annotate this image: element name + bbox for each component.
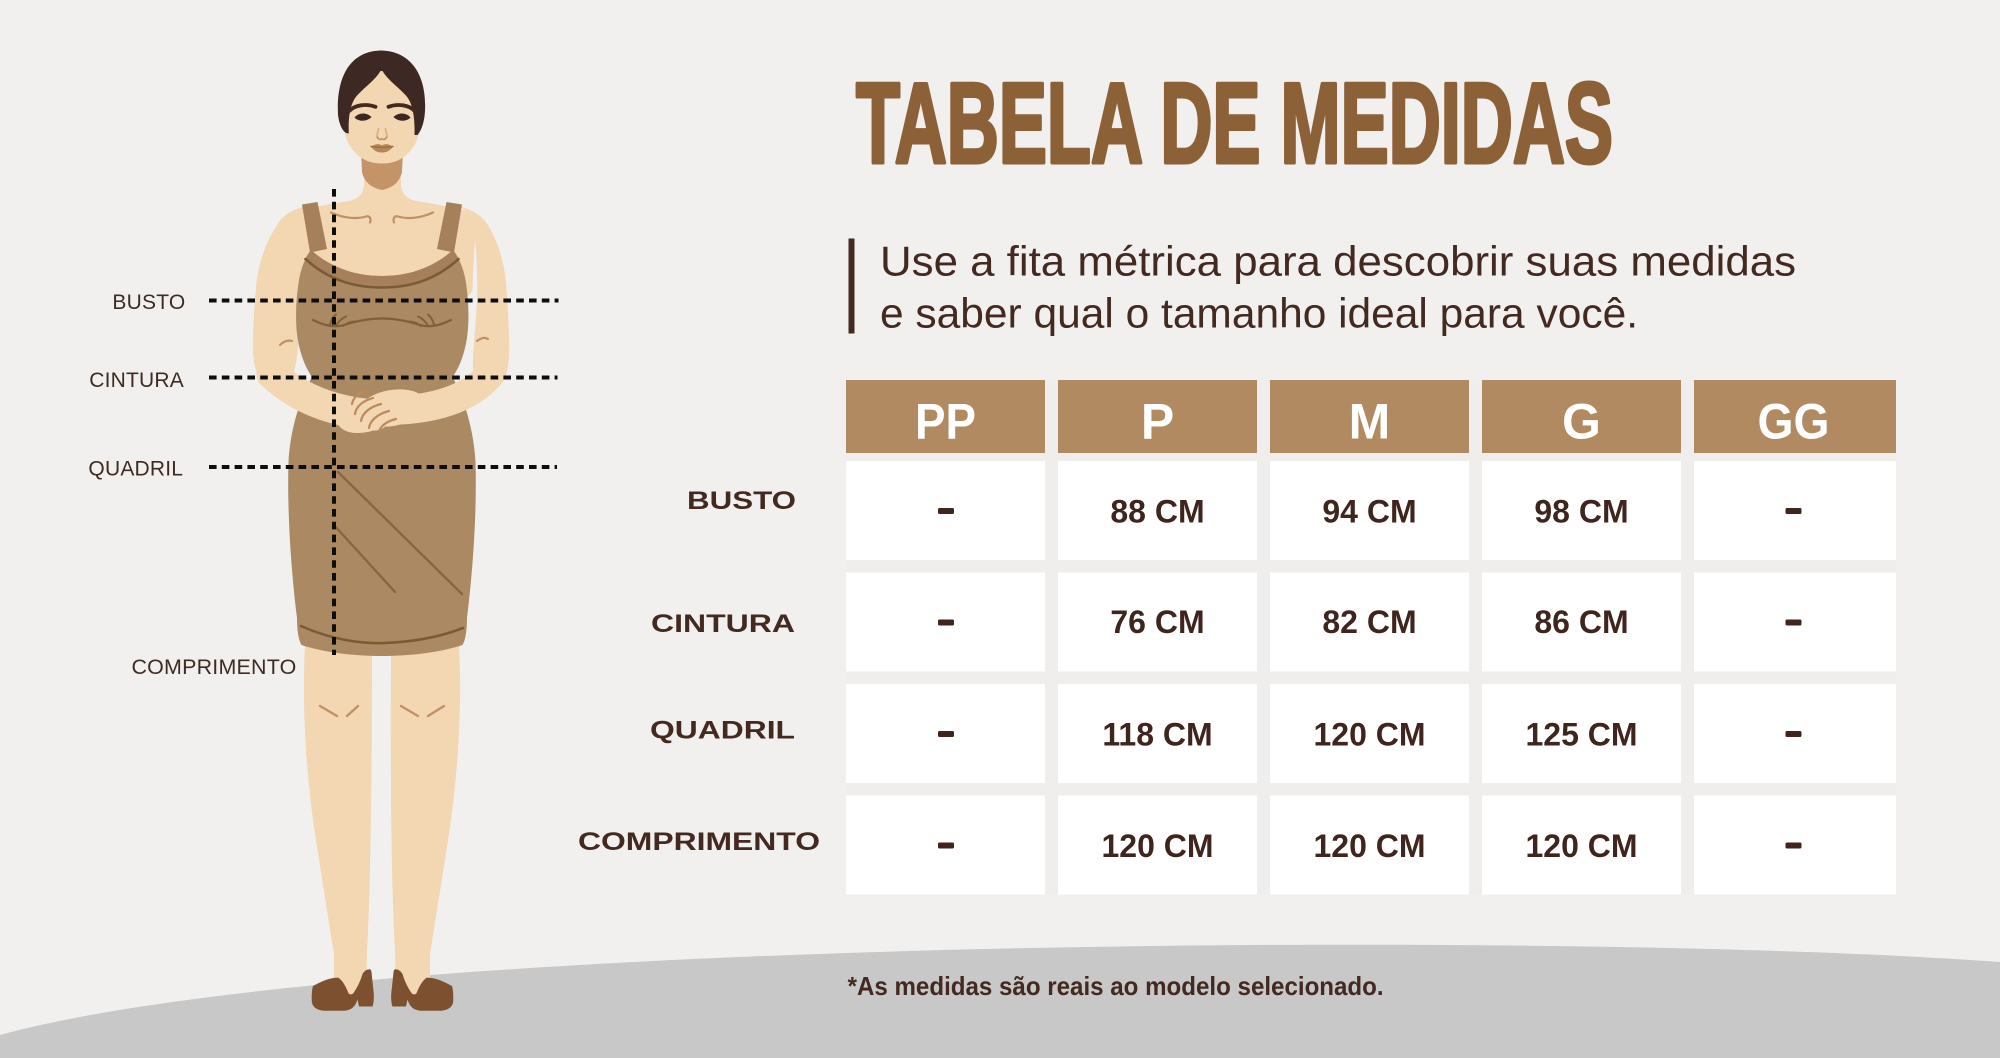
svg-text:125 CM: 125 CM <box>1525 717 1637 753</box>
svg-text:120 CM: 120 CM <box>1313 717 1425 753</box>
svg-text:e saber qual o tamanho ideal p: e saber qual o tamanho ideal para você. <box>880 290 1638 337</box>
svg-text:P: P <box>1141 394 1174 450</box>
svg-text:Use a fita métrica para descob: Use a fita métrica para descobrir suas m… <box>880 238 1796 285</box>
svg-text:BUSTO: BUSTO <box>687 487 796 515</box>
svg-text:120 CM: 120 CM <box>1525 828 1637 864</box>
svg-text:M: M <box>1349 394 1391 450</box>
svg-text:118 CM: 118 CM <box>1102 717 1212 753</box>
svg-text:QUADRIL: QUADRIL <box>88 458 183 481</box>
svg-text:CINTURA: CINTURA <box>651 610 795 638</box>
svg-text:94 CM: 94 CM <box>1322 494 1416 530</box>
svg-text:*As medidas são reais ao model: *As medidas são reais ao modelo selecion… <box>848 971 1384 1001</box>
svg-text:88 CM: 88 CM <box>1110 494 1204 530</box>
svg-text:PP: PP <box>915 394 976 450</box>
svg-text:COMPRIMENTO: COMPRIMENTO <box>132 656 297 679</box>
svg-text:120 CM: 120 CM <box>1101 828 1213 864</box>
svg-text:BUSTO: BUSTO <box>112 291 185 314</box>
svg-text:G: G <box>1562 394 1601 450</box>
svg-text:QUADRIL: QUADRIL <box>650 717 795 745</box>
svg-text:76 CM: 76 CM <box>1110 604 1204 640</box>
svg-text:COMPRIMENTO: COMPRIMENTO <box>578 828 820 856</box>
svg-text:120 CM: 120 CM <box>1313 828 1425 864</box>
svg-text:TABELA DE MEDIDAS: TABELA DE MEDIDAS <box>856 61 1613 188</box>
svg-text:86 CM: 86 CM <box>1534 604 1628 640</box>
svg-text:GG: GG <box>1758 394 1830 450</box>
svg-text:CINTURA: CINTURA <box>89 369 184 392</box>
svg-text:98 CM: 98 CM <box>1534 494 1628 530</box>
svg-text:82 CM: 82 CM <box>1322 604 1416 640</box>
